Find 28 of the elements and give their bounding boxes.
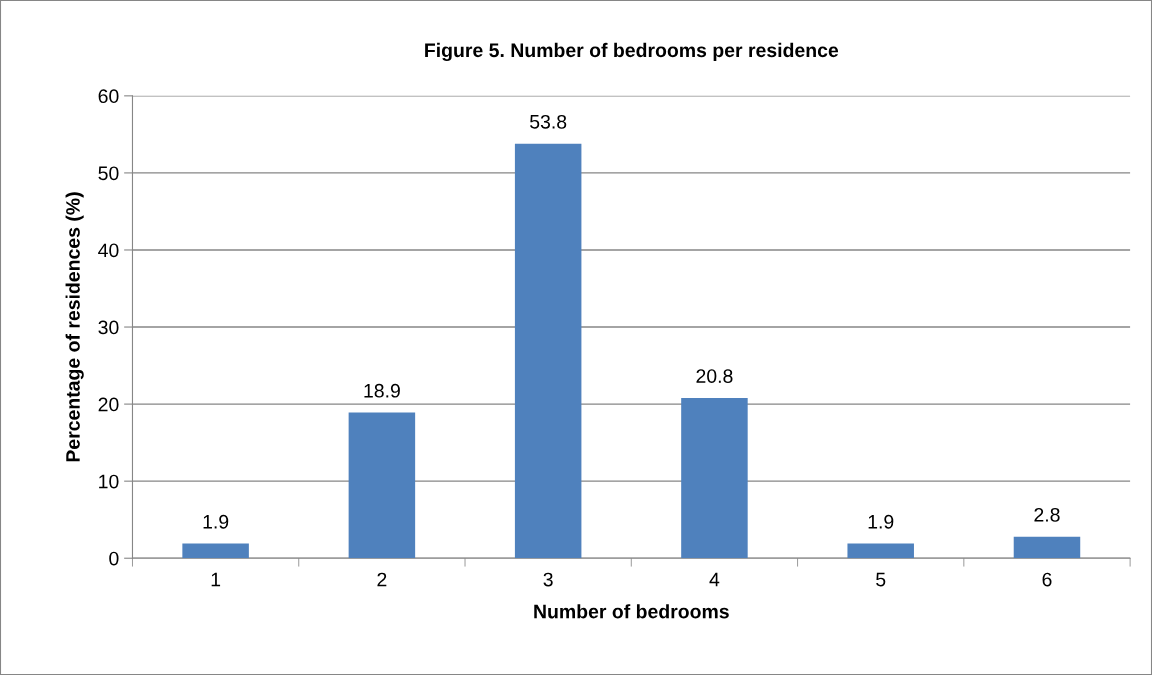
x-tick-label: 1 <box>211 572 221 587</box>
x-tick-label: 6 <box>1042 572 1052 587</box>
y-tick-label: 10 <box>99 474 119 489</box>
data-label: 2.8 <box>1034 507 1060 522</box>
bar <box>182 543 249 559</box>
data-label: 53.8 <box>530 114 567 129</box>
x-tick-label: 2 <box>377 572 387 587</box>
y-tick-label: 20 <box>98 397 119 412</box>
x-tick-label: 3 <box>543 572 553 587</box>
data-label: 20.8 <box>696 369 733 383</box>
x-tick-label: 5 <box>876 572 886 587</box>
bar <box>1013 536 1081 559</box>
y-tick-label: 0 <box>109 551 119 566</box>
data-label: 1.9 <box>203 514 229 529</box>
x-tick-label: 4 <box>709 572 720 587</box>
bar <box>681 397 748 559</box>
y-tick-label: 50 <box>98 166 119 181</box>
bar <box>514 143 582 559</box>
y-tick-label: 30 <box>98 320 119 335</box>
y-tick-label: 40 <box>98 243 119 258</box>
bar <box>847 543 914 559</box>
y-tick-label: 60 <box>98 89 119 104</box>
data-label: 18.9 <box>364 383 400 398</box>
data-label: 1.9 <box>868 514 894 529</box>
y-axis-title: Percentage of residences (%) <box>65 192 84 462</box>
x-axis-title: Number of bedrooms <box>534 604 729 619</box>
bar <box>348 412 416 559</box>
chart-title: Figure 5. Number of bedrooms per residence <box>425 42 839 62</box>
